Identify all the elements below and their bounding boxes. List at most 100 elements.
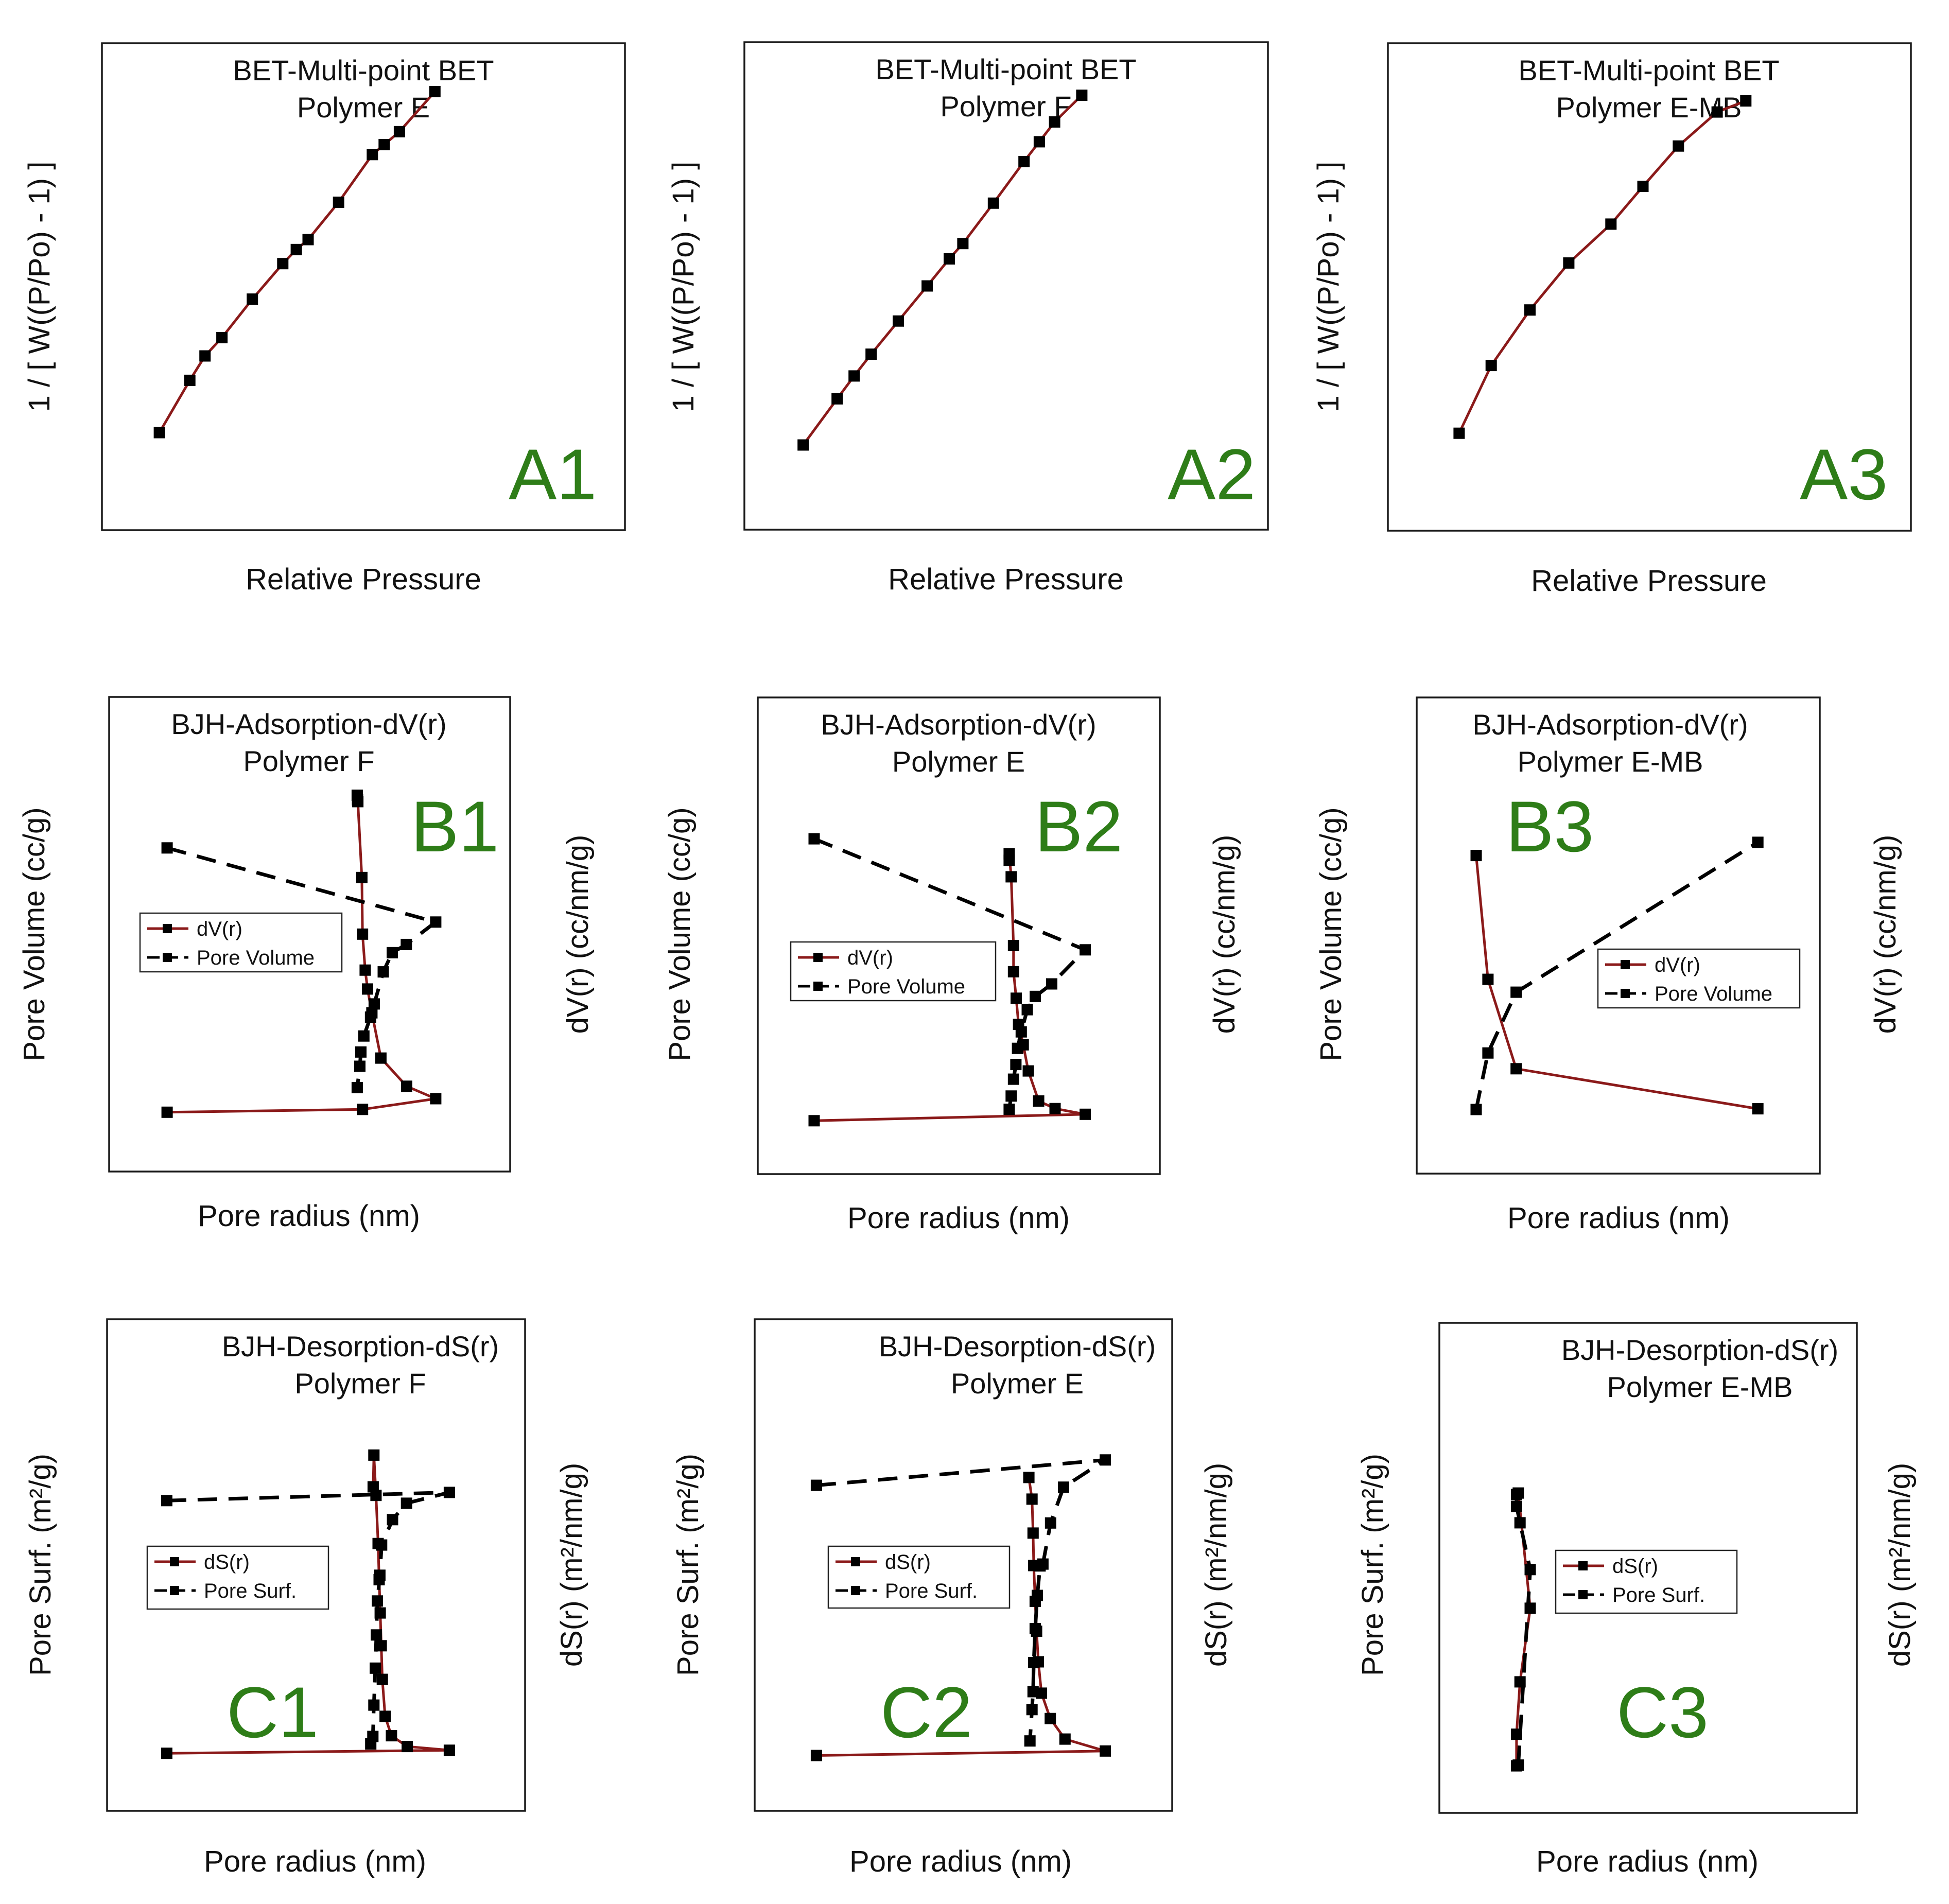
data-point: [1011, 992, 1022, 1004]
data-point: [831, 393, 843, 405]
data-point: [1010, 1059, 1022, 1071]
data-point: [1673, 140, 1684, 152]
data-point: [199, 350, 211, 362]
data-point: [810, 1479, 822, 1491]
panel-b3: BJH-Adsorption-dV(r) Polymer E-MB Pore rad…: [1314, 696, 1902, 1235]
data-point: [368, 1699, 380, 1711]
data-point: [429, 86, 441, 97]
panel-b2: BJH-Adsorption-dV(r) Polymer E Pore radius…: [663, 696, 1241, 1235]
chart-subtitle: Polymer E: [297, 91, 430, 124]
panel-label: B1: [411, 786, 499, 867]
chart-title: BJH-Adsorption-dV(r): [1472, 708, 1748, 741]
x-axis-label: Pore radius (nm): [198, 1199, 420, 1233]
legend-marker: [170, 1586, 179, 1595]
data-point: [1034, 1560, 1046, 1572]
data-point: [1045, 1713, 1056, 1724]
data-point: [367, 149, 378, 161]
data-point: [1033, 1095, 1045, 1107]
data-point: [401, 1080, 412, 1092]
legend: dV(r) Pore Volume: [139, 912, 343, 973]
series-line-bet: [158, 91, 436, 433]
data-point: [1021, 1004, 1033, 1016]
legend-label: dS(r): [1612, 1555, 1658, 1578]
data-point: [387, 947, 398, 958]
legend: dS(r) Pore Surf.: [1555, 1549, 1738, 1614]
chart-title: BET-Multi-point BET: [233, 54, 494, 86]
series-line-pore-volume: [813, 837, 1089, 1110]
chart-title: BET-Multi-point BET: [1518, 54, 1779, 86]
data-point: [1524, 1564, 1536, 1576]
legend-box: [790, 941, 997, 1002]
data-point: [1003, 854, 1015, 866]
data-point: [1100, 1454, 1111, 1466]
legend-marker: [851, 1586, 860, 1595]
legend-label: dV(r): [847, 947, 893, 969]
chart-title: BET-Multi-point BET: [875, 53, 1136, 85]
data-point: [1027, 1686, 1039, 1698]
data-point: [161, 842, 173, 854]
panel-label: C2: [880, 1672, 972, 1753]
x-axis-label: Pore radius (nm): [204, 1845, 426, 1878]
data-point: [848, 370, 860, 382]
legend-label: dV(r): [1655, 954, 1700, 976]
data-point: [161, 1495, 172, 1507]
data-point: [1510, 1500, 1522, 1512]
data-point: [1100, 1745, 1111, 1757]
data-point: [161, 1106, 173, 1118]
data-point: [277, 258, 289, 270]
y-axis-label: 1 / [ W((P/Po) - 1) ]: [23, 162, 56, 412]
data-point: [430, 1093, 442, 1105]
legend-marker: [163, 924, 172, 933]
data-point: [1470, 850, 1482, 862]
data-point: [865, 348, 877, 360]
data-point: [1005, 871, 1017, 883]
legend: dV(r) Pore Volume: [790, 941, 997, 1002]
legend-box: [146, 1545, 329, 1610]
legend-label: Pore Volume: [197, 947, 315, 969]
series-line-bet: [802, 94, 1083, 446]
legend-marker: [1621, 989, 1630, 998]
x-axis-label: Relative Pressure: [246, 563, 481, 596]
legend-marker: [1578, 1590, 1588, 1599]
chart-title: BJH-Adsorption-dV(r): [821, 708, 1096, 741]
data-point: [1045, 1517, 1056, 1529]
data-point: [1012, 1042, 1023, 1054]
legend-marker: [1621, 960, 1630, 969]
legend-label: dS(r): [885, 1551, 931, 1574]
data-point: [153, 427, 165, 439]
plot-frame: [743, 41, 1269, 531]
data-point: [443, 1487, 455, 1498]
panel-label: B3: [1506, 786, 1594, 867]
data-point: [1018, 155, 1030, 167]
data-point: [354, 1060, 366, 1072]
data-point: [1033, 136, 1045, 148]
data-point: [893, 315, 904, 327]
plot-frame: [754, 1318, 1173, 1812]
y-axis-label: Pore Volume (cc/g): [663, 807, 697, 1061]
y2-axis-label: dV(r) (cc/nm/g): [561, 835, 595, 1034]
plot-frame: [101, 42, 626, 531]
x-axis-label: Pore radius (nm): [847, 1201, 1070, 1235]
panel-label: C3: [1616, 1672, 1709, 1753]
data-point: [1005, 1090, 1017, 1102]
data-point: [797, 439, 809, 451]
panel-b1: BJH-Adsorption-dV(r) Polymer F Pore radius…: [18, 696, 595, 1233]
data-point: [370, 1662, 381, 1674]
data-point: [184, 374, 196, 386]
data-point: [401, 938, 412, 950]
y-axis-label: Pore Surf. (m²/g): [671, 1454, 705, 1676]
data-point: [1046, 978, 1057, 990]
data-point: [371, 1629, 382, 1641]
series-line-pore-surf: [816, 1458, 1107, 1741]
data-point: [1637, 181, 1649, 193]
data-point: [368, 998, 380, 1010]
legend-marker: [163, 953, 172, 962]
series-line-dv-r: [1475, 855, 1759, 1110]
data-point: [401, 1497, 412, 1509]
chart-subtitle: Polymer E-MB: [1607, 1371, 1793, 1403]
series-line-pore-surf: [1515, 1494, 1533, 1766]
data-point: [402, 1741, 413, 1753]
panel-label: B2: [1035, 786, 1123, 867]
plot-frame: [757, 696, 1161, 1175]
